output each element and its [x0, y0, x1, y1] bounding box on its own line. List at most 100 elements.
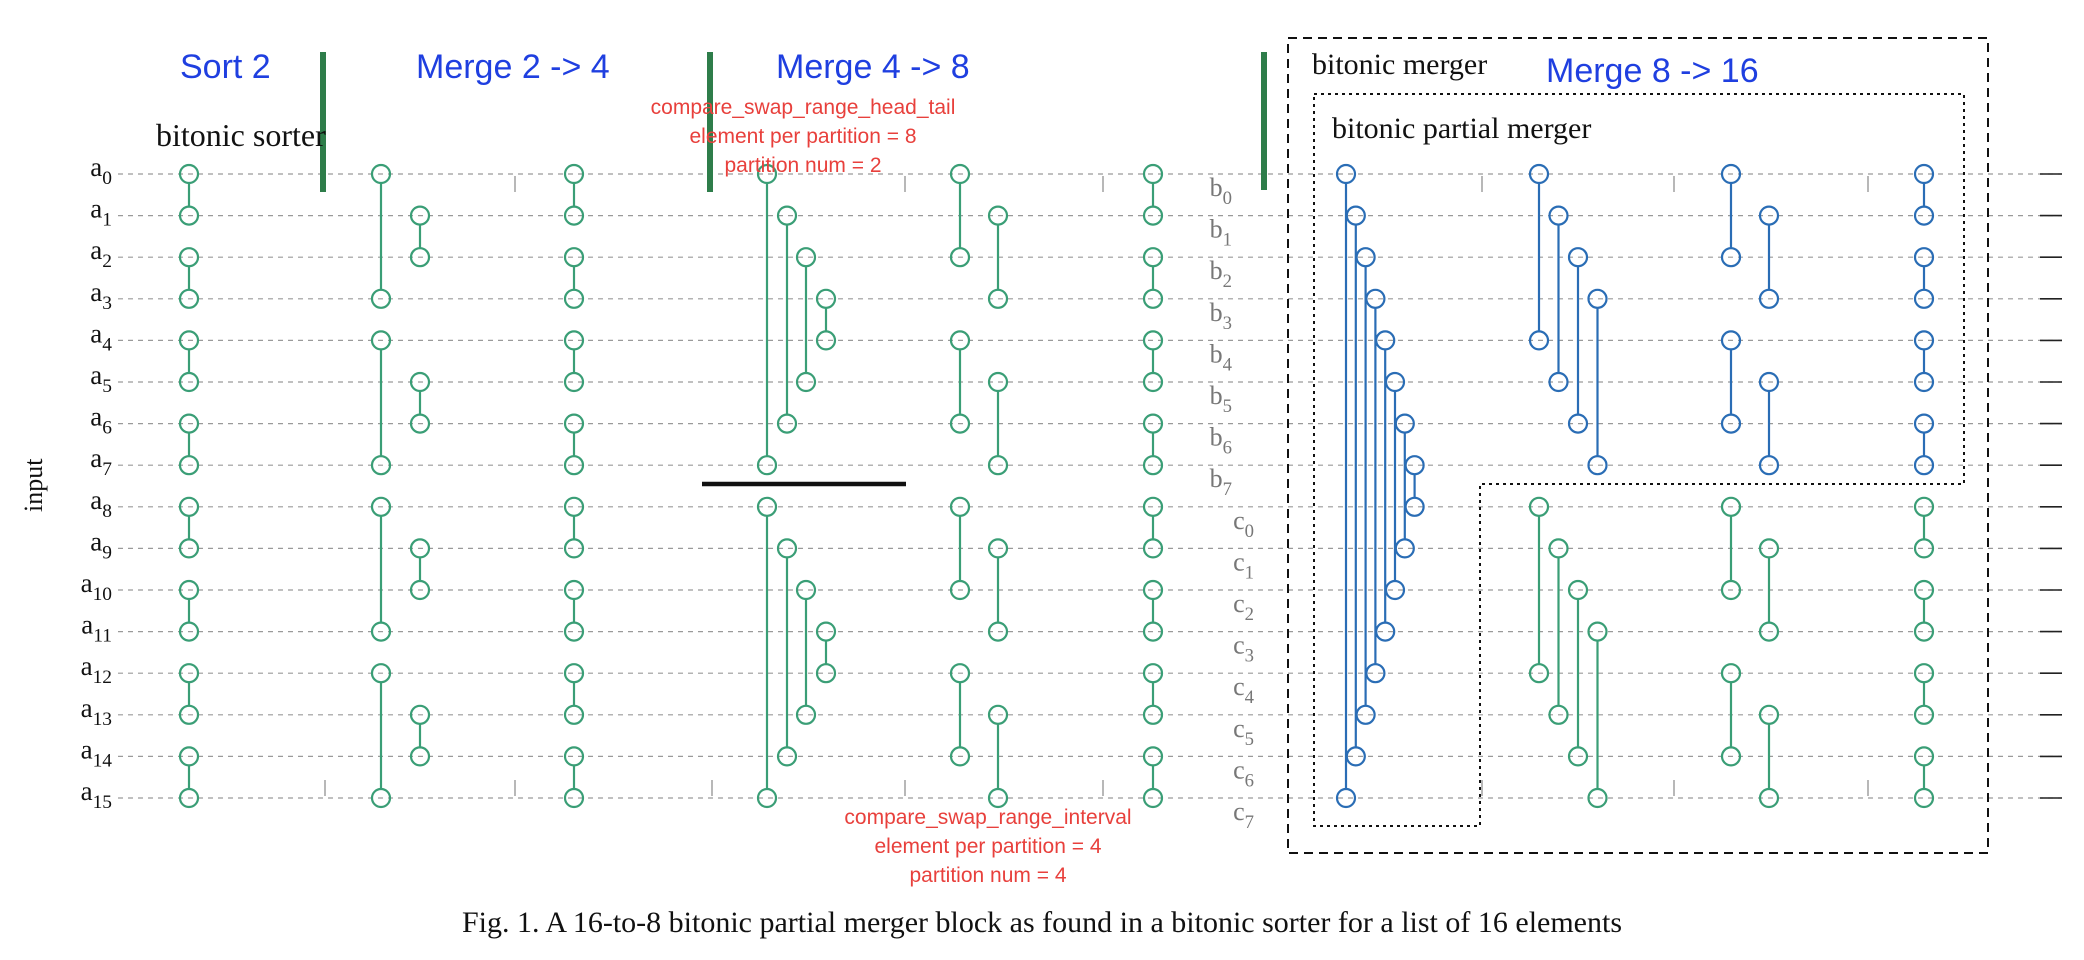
comparator-node: [1375, 621, 1396, 642]
comparator-node: [949, 247, 971, 268]
comparator-node: [1142, 621, 1164, 642]
comparator-node: [1548, 205, 1569, 226]
comparator-node: [1720, 746, 1742, 767]
comparator-node: [1548, 371, 1569, 393]
bitonic-merger-box: [1287, 37, 1989, 854]
comparator-node: [1913, 371, 1935, 393]
comparator-node: [949, 579, 971, 601]
comparator-node: [987, 371, 1009, 393]
comparator-node: [1758, 371, 1780, 393]
comparator-node: [1394, 413, 1415, 434]
comparator-node: [949, 163, 971, 185]
comparator-node: [815, 330, 837, 351]
comparator-node: [1142, 205, 1164, 226]
input-label-a8: a8: [90, 485, 112, 522]
comparator-node: [1335, 163, 1357, 185]
input-label-a11: a11: [81, 610, 112, 647]
stage-title-sort-2: Sort 2: [180, 48, 271, 86]
comparator-node: [1355, 704, 1376, 725]
comparator-node: [1758, 205, 1780, 226]
comparator-node: [409, 538, 431, 559]
comparator-node: [563, 163, 585, 185]
comparator-node: [1720, 330, 1742, 351]
comparator-node: [795, 704, 817, 725]
comparator-node: [1720, 496, 1742, 517]
stage-title-merge-8-16: Merge 8 -> 16: [1546, 52, 1759, 90]
comparator-node: [1913, 746, 1935, 767]
comparator-node: [1587, 455, 1608, 476]
comparator-node: [370, 330, 392, 351]
comparator-node: [987, 621, 1009, 642]
comparator-node: [756, 787, 778, 809]
comparator-node: [949, 330, 971, 351]
comparator-node: [1913, 579, 1935, 601]
comparator-node: [178, 621, 200, 642]
comparator-node: [563, 330, 585, 351]
comparator-node: [1567, 746, 1589, 767]
comparator-node: [1758, 455, 1780, 476]
comparator-node: [1587, 621, 1608, 642]
comparator-node: [1335, 787, 1357, 809]
comparator-node: [178, 371, 200, 393]
comparator-node: [987, 704, 1009, 725]
comparator-node: [563, 288, 585, 309]
comparator-node: [370, 621, 392, 642]
comparator-node: [1913, 663, 1935, 684]
comparator-node: [987, 205, 1009, 226]
input-label-a4: a4: [90, 318, 112, 355]
comparator-node: [776, 413, 798, 434]
comparator-node: [1142, 746, 1164, 767]
comparator-node: [1720, 579, 1742, 601]
input-label-a2: a2: [90, 235, 112, 272]
comparator-node: [1913, 205, 1935, 226]
output-label-b0: b0: [1210, 173, 1232, 209]
comparators: [178, 163, 1935, 809]
comparator-node: [987, 538, 1009, 559]
comparator-node: [178, 413, 200, 434]
comparator-node: [409, 746, 431, 767]
figure-caption: Fig. 1. A 16-to-8 bitonic partial merger…: [462, 906, 1622, 939]
comparator-node: [1142, 163, 1164, 185]
output-label-c6: c6: [1233, 755, 1254, 791]
comparator-node: [756, 496, 778, 517]
comparator-node: [1758, 621, 1780, 642]
input-label-a7: a7: [90, 443, 112, 480]
input-label-a13: a13: [81, 693, 112, 730]
comparator-node: [1587, 288, 1608, 309]
output-label-b5: b5: [1210, 381, 1232, 417]
input-label-a14: a14: [81, 734, 113, 771]
output-label-b2: b2: [1210, 256, 1232, 292]
comparator-node: [178, 746, 200, 767]
comparator-node: [1758, 787, 1780, 809]
input-label-a3: a3: [90, 277, 112, 314]
input-axis-label: input: [19, 458, 48, 512]
comparator-node: [178, 288, 200, 309]
output-label-b4: b4: [1210, 339, 1233, 375]
comparator-node: [1567, 413, 1589, 434]
comparator-node: [1528, 496, 1550, 517]
wire-grid: [118, 173, 2062, 799]
interval-annotation-line-3: partition num = 4: [909, 864, 1066, 887]
output-label-c3: c3: [1233, 631, 1254, 667]
output-label-c0: c0: [1233, 506, 1254, 542]
comparator-node: [1404, 455, 1425, 476]
output-label-b3: b3: [1210, 298, 1232, 334]
input-label-a15: a15: [81, 776, 112, 813]
comparator-node: [1548, 538, 1569, 559]
comparator-node: [178, 663, 200, 684]
comparator-node: [563, 579, 585, 601]
bitonic-partial-merger-box: [1313, 93, 1965, 827]
bitonic-merger-label: bitonic merger: [1312, 48, 1487, 81]
comparator-node: [1142, 496, 1164, 517]
output-label-b7: b7: [1210, 464, 1232, 500]
stage-separators: [320, 52, 1267, 487]
comparator-node: [1758, 288, 1780, 309]
comparator-node: [563, 704, 585, 725]
comparator-node: [815, 663, 837, 684]
comparator-node: [776, 538, 798, 559]
comparator-node: [1720, 413, 1742, 434]
comparator-node: [1528, 330, 1550, 351]
comparator-node: [1587, 787, 1608, 809]
comparator-node: [370, 787, 392, 809]
output-label-c2: c2: [1233, 589, 1254, 625]
